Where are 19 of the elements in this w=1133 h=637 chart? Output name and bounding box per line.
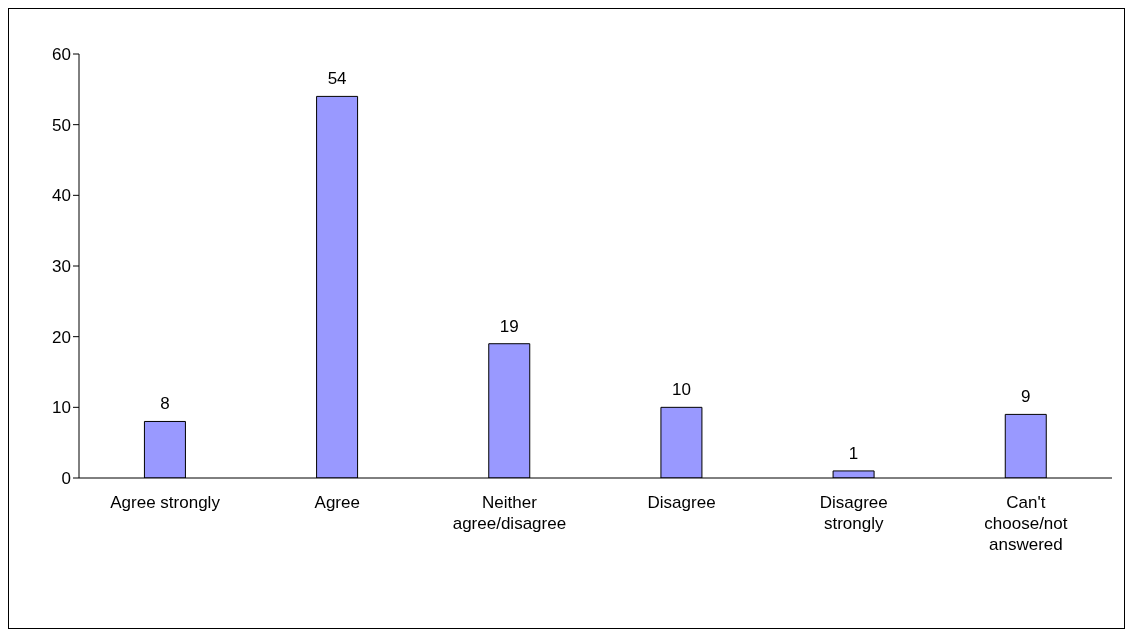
data-label: 10 [671,380,691,400]
data-label: 19 [499,316,519,336]
y-tick-label: 20 [52,327,71,347]
y-tick-label: 30 [52,257,71,277]
x-tick-label: Agree [314,493,360,512]
x-tick-label: Can't choose/not answered [984,493,1068,554]
y-tick-label: 40 [52,186,71,206]
x-tick-label: Disagree [647,493,716,512]
x-tick-label: Agree strongly [110,493,221,512]
y-tick-label: 50 [52,115,71,135]
y-tick-label: 10 [52,398,71,418]
y-tick-label: 0 [61,469,71,489]
data-label: 8 [160,394,170,414]
data-label: 1 [848,443,859,463]
data-label: 54 [327,69,347,89]
x-tick-label: Disagree strongly [819,493,888,533]
x-tick-label: Neither agree/disagree [452,493,567,533]
data-label: 9 [1021,387,1031,407]
y-tick-label: 60 [52,45,71,65]
